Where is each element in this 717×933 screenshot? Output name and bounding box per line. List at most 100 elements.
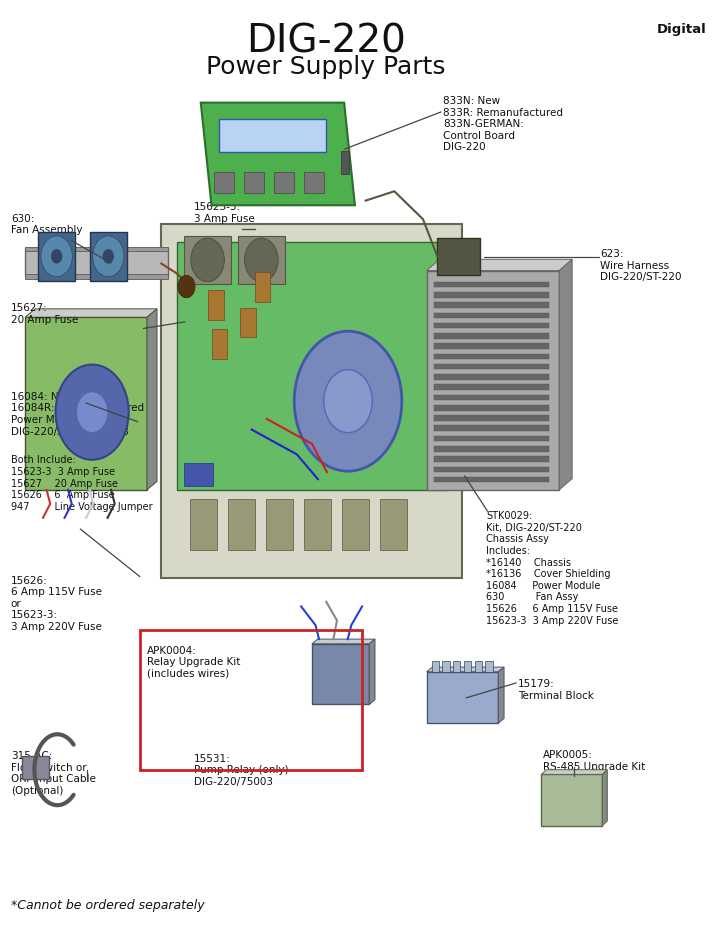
Bar [161, 224, 462, 578]
Text: DIG-220: DIG-220 [247, 22, 406, 60]
Bar [475, 661, 482, 672]
Circle shape [324, 369, 372, 433]
Polygon shape [201, 103, 355, 205]
Circle shape [244, 238, 278, 282]
Bar [434, 333, 549, 339]
Bar [434, 436, 549, 441]
Bar [427, 271, 559, 490]
Text: Both Include:
15623-3  3 Amp Fuse
15627    20 Amp Fuse
15626    6  Amp Fuse
947 : Both Include: 15623-3 3 Amp Fuse 15627 2… [11, 455, 153, 511]
Polygon shape [498, 667, 504, 723]
Bar [434, 364, 549, 369]
Polygon shape [312, 639, 375, 644]
Circle shape [294, 331, 402, 471]
Bar [434, 456, 549, 462]
Polygon shape [427, 259, 572, 271]
Bar [25, 317, 147, 490]
Bar [208, 290, 224, 320]
Bar [434, 354, 549, 359]
Polygon shape [369, 639, 375, 704]
Bar [434, 302, 549, 308]
Bar [485, 661, 493, 672]
Bar [38, 232, 75, 281]
Text: *Cannot be ordered separately: *Cannot be ordered separately [11, 899, 204, 912]
Bar [190, 499, 217, 550]
Bar [464, 661, 471, 672]
Bar [434, 466, 549, 472]
Bar [434, 282, 549, 287]
Text: Digital: Digital [657, 23, 706, 36]
Bar [240, 308, 256, 338]
Text: 15623-3:
3 Amp Fuse: 15623-3: 3 Amp Fuse [194, 202, 255, 224]
Bar [25, 248, 168, 276]
Bar [434, 446, 549, 452]
Text: 833N: New
833R: Remanufactured
833N-GERMAN:
Control Board
DIG-220: 833N: New 833R: Remanufactured 833N-GERM… [443, 96, 563, 152]
Circle shape [55, 365, 129, 460]
Text: 15626:
6 Amp 115V Fuse
or
15623-3:
3 Amp 220V Fuse: 15626: 6 Amp 115V Fuse or 15623-3: 3 Amp… [11, 576, 102, 632]
Circle shape [103, 249, 114, 263]
Bar [427, 672, 498, 723]
Bar [304, 173, 324, 193]
Polygon shape [147, 309, 157, 490]
Text: STK0029:
Kit, DIG-220/ST-220
Chassis Assy
Includes:
*16140    Chassis
*16136    : STK0029: Kit, DIG-220/ST-220 Chassis Ass… [486, 511, 619, 626]
Circle shape [76, 392, 108, 433]
Text: 630:
Fan Assembly: 630: Fan Assembly [11, 214, 82, 235]
Bar [437, 238, 480, 275]
Bar [212, 328, 227, 358]
Bar [434, 313, 549, 318]
Polygon shape [25, 309, 157, 317]
Polygon shape [559, 259, 572, 490]
Text: 15627:
20 Amp Fuse: 15627: 20 Amp Fuse [11, 303, 78, 325]
Bar [434, 384, 549, 390]
Circle shape [178, 275, 195, 298]
Bar [434, 292, 549, 298]
Bar [90, 232, 127, 281]
Bar [274, 173, 294, 193]
Text: Power Supply Parts: Power Supply Parts [206, 55, 446, 79]
Bar [22, 756, 49, 779]
Circle shape [191, 238, 224, 282]
Circle shape [92, 236, 124, 277]
Bar [434, 323, 549, 328]
Bar [342, 499, 369, 550]
Bar [453, 661, 460, 672]
Circle shape [41, 236, 72, 277]
Bar [25, 274, 168, 279]
Text: 623:
Wire Harness
DIG-220/ST-220: 623: Wire Harness DIG-220/ST-220 [600, 249, 682, 283]
Bar [341, 151, 349, 174]
Bar [184, 463, 213, 486]
Bar [442, 661, 450, 672]
Bar [434, 374, 549, 380]
Text: 315-AC:
Flow Switch or
ORP Input Cable
(Optional): 315-AC: Flow Switch or ORP Input Cable (… [11, 751, 95, 796]
Bar [140, 630, 362, 770]
Bar [434, 343, 549, 349]
Bar [434, 395, 549, 400]
Bar [184, 236, 231, 285]
Bar [541, 774, 602, 826]
Bar [214, 173, 234, 193]
Bar [434, 415, 549, 421]
Bar [219, 119, 326, 152]
Bar [25, 246, 168, 251]
Text: APK0004:
Relay Upgrade Kit
(includes wires): APK0004: Relay Upgrade Kit (includes wir… [147, 646, 240, 679]
Text: 16084: New
16084R: Remanufactured
Power Module
DIG-220/ST-220/75003: 16084: New 16084R: Remanufactured Power … [11, 392, 144, 437]
Bar [434, 477, 549, 482]
Bar [255, 272, 270, 302]
Polygon shape [541, 770, 607, 774]
Bar [312, 644, 369, 704]
Polygon shape [602, 770, 607, 826]
Bar [304, 499, 331, 550]
Bar [177, 242, 447, 490]
Bar [244, 173, 264, 193]
Bar [266, 499, 293, 550]
Bar [432, 661, 439, 672]
Polygon shape [427, 667, 504, 672]
Text: APK0005:
RS-485 Upgrade Kit: APK0005: RS-485 Upgrade Kit [543, 750, 645, 772]
Bar [228, 499, 255, 550]
Text: 15531:
Pump Relay (only)
DIG-220/75003: 15531: Pump Relay (only) DIG-220/75003 [194, 754, 288, 787]
Bar [380, 499, 407, 550]
Bar [238, 236, 285, 285]
Text: 15179:
Terminal Block: 15179: Terminal Block [518, 679, 594, 701]
Bar [434, 425, 549, 431]
Bar [434, 405, 549, 411]
Circle shape [51, 249, 62, 263]
